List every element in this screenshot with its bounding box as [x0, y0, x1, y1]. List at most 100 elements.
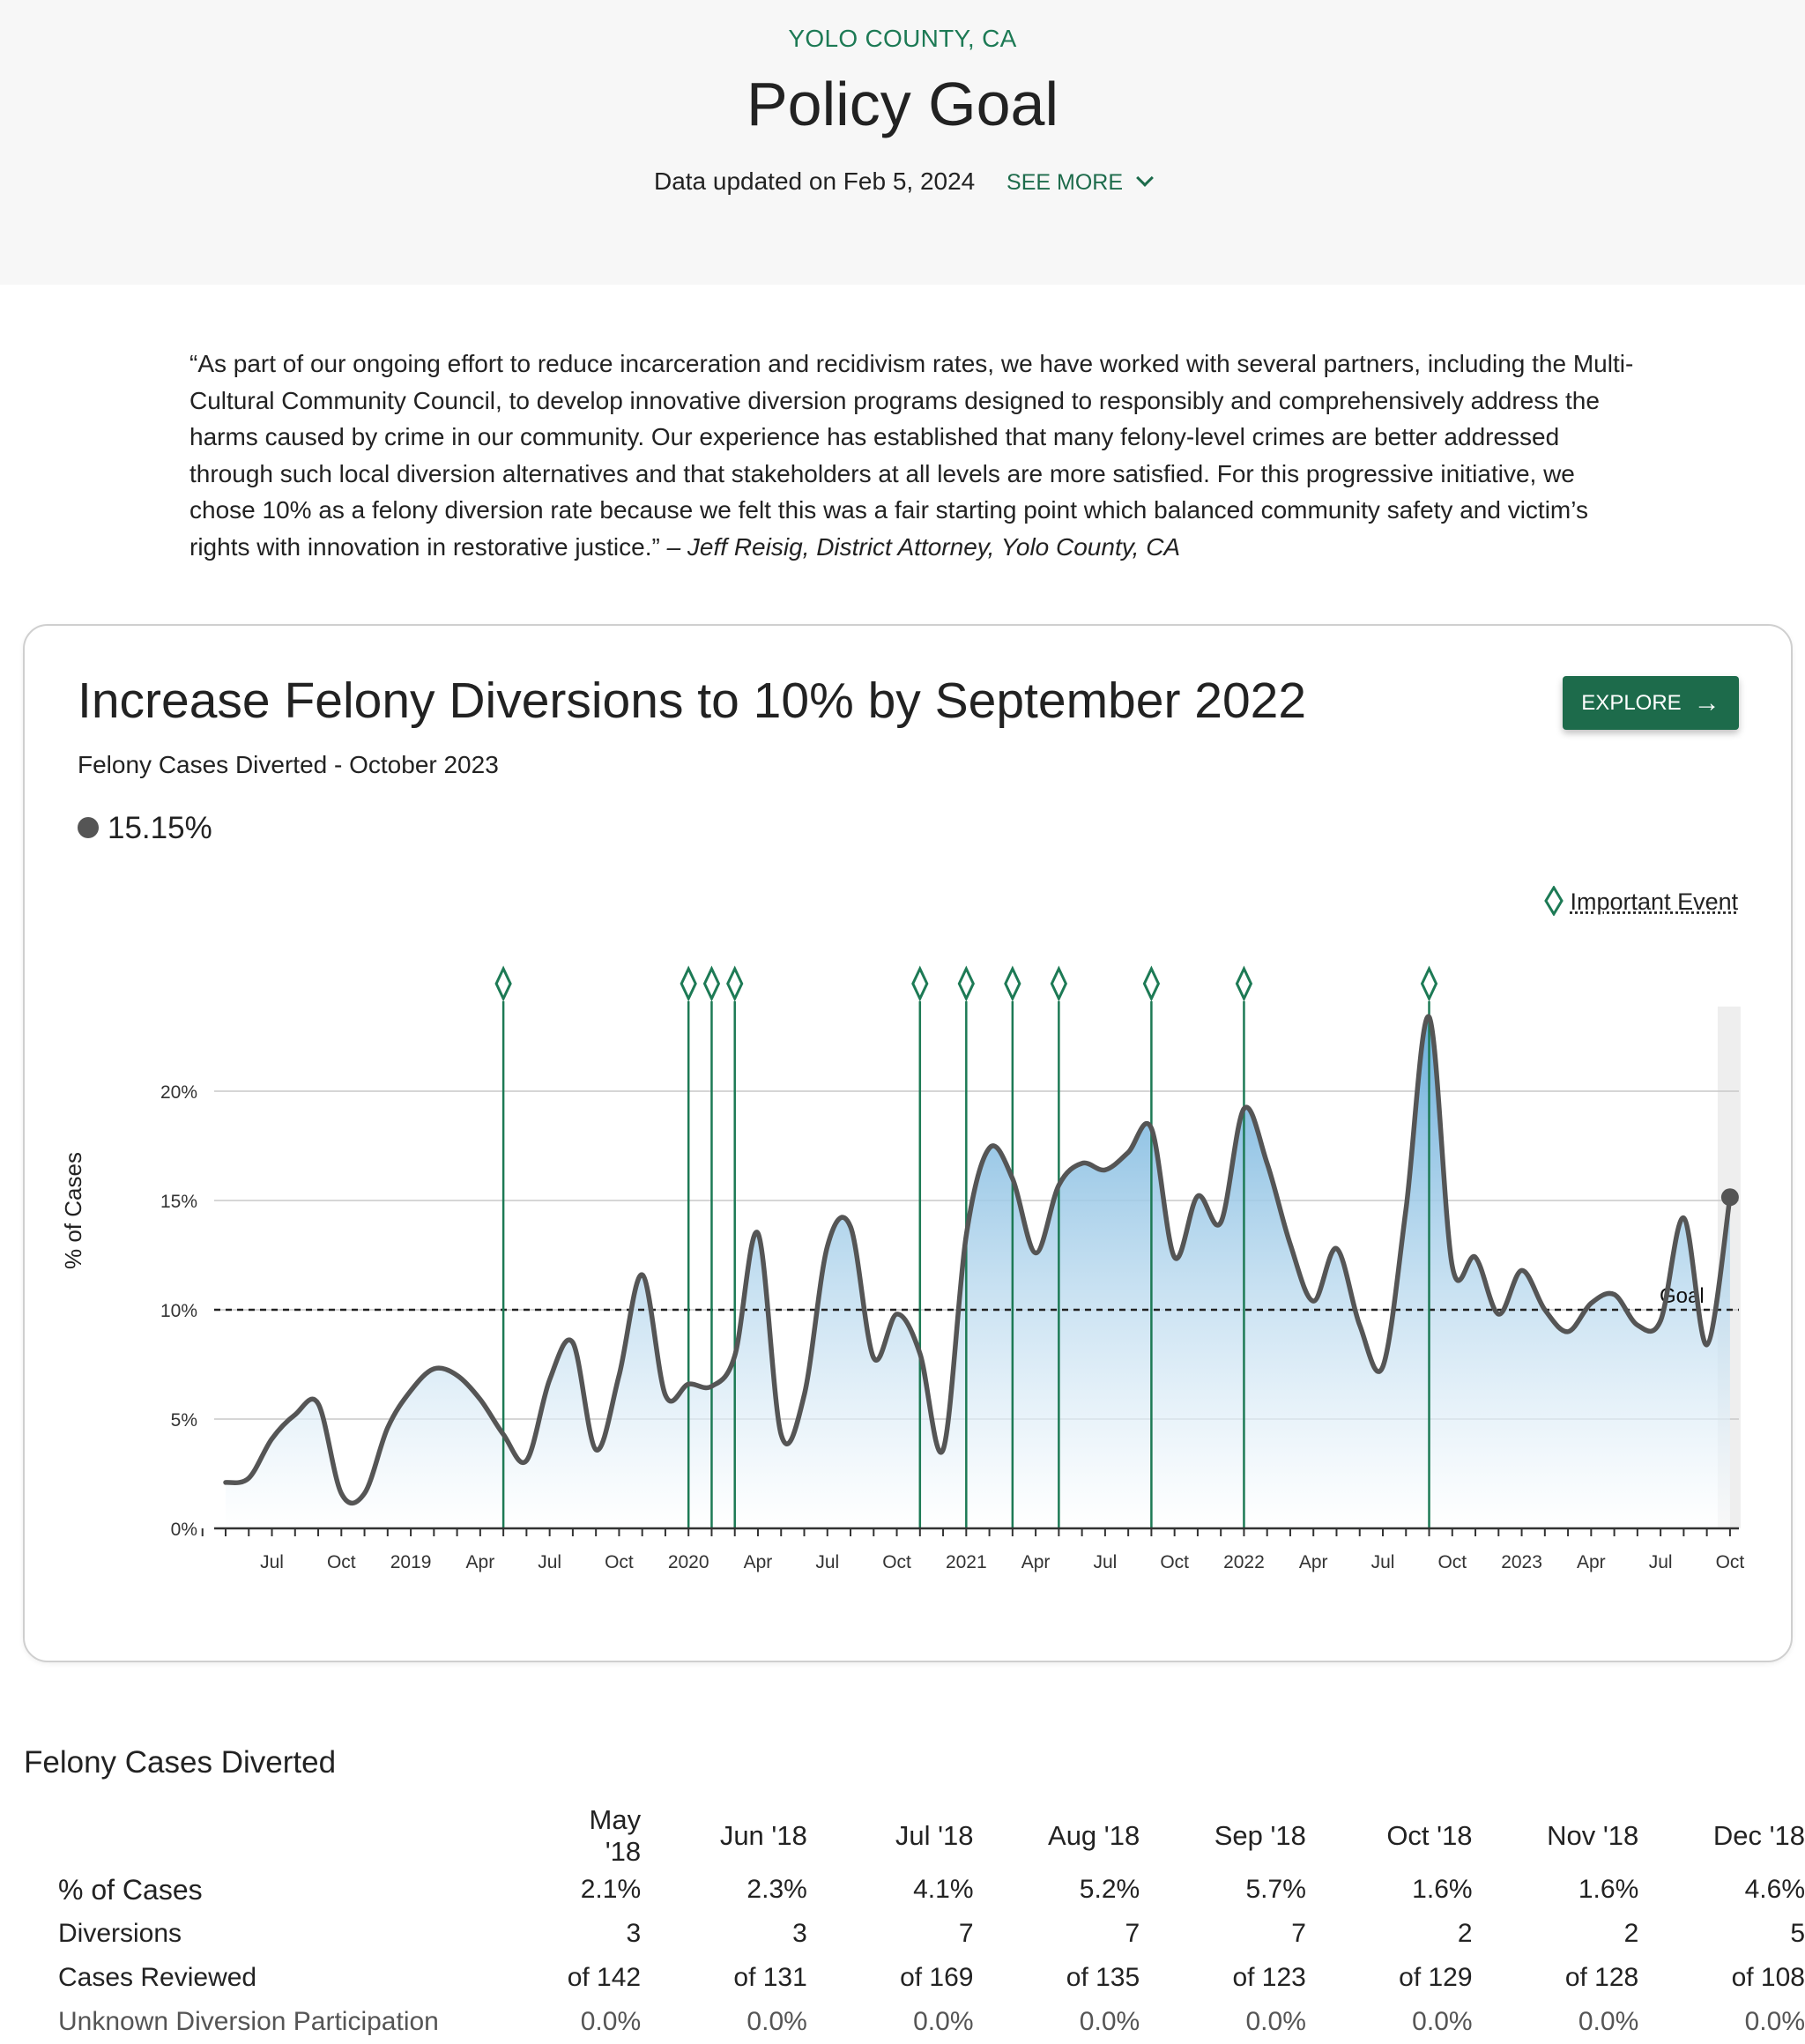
- table-row: Diversions 3 3 7 7 7 2 2 5: [42, 1912, 1805, 1956]
- table-row: Cases Reviewed of 142 of 131 of 169 of 135 of…: [42, 1956, 1805, 2000]
- table-cell: 2.3%: [747, 1875, 807, 1904]
- table-cell: 7: [1291, 1919, 1306, 1948]
- table-cell: 2: [1623, 1919, 1639, 1948]
- x-tick-label: 2023: [1501, 1552, 1542, 1572]
- table-title: Felony Cases Diverted: [24, 1745, 337, 1780]
- event-marker: [680, 965, 697, 1002]
- table-cell: 1.6%: [1578, 1875, 1639, 1904]
- current-value-text: 15.15%: [108, 811, 212, 845]
- column-header: Nov '18: [1547, 1820, 1639, 1851]
- column-header: May '18: [589, 1804, 642, 1867]
- table-cell: 5.7%: [1245, 1875, 1306, 1904]
- table-row: Unknown Diversion Participation 0.0% 0.0% 0…: [42, 2000, 1805, 2044]
- legend-label[interactable]: Important Event: [1570, 888, 1739, 916]
- y-tick-label: 15%: [160, 1192, 197, 1212]
- table-cell: 2.1%: [580, 1875, 642, 1904]
- x-tick-label: Oct: [327, 1552, 356, 1572]
- updated-text: Data updated on Feb 5, 2024: [653, 167, 976, 195]
- current-value: 15.15%: [78, 811, 212, 846]
- x-tick-label: Jul: [815, 1552, 839, 1572]
- table-cell: 5: [1790, 1919, 1805, 1948]
- chart-legend[interactable]: Important Event: [1544, 885, 1739, 918]
- table-cell: 5.2%: [1079, 1875, 1140, 1904]
- policy-quote: “As part of our ongoing effort to reduce…: [189, 346, 1635, 565]
- x-tick-label: Jul: [538, 1552, 561, 1572]
- county-label: YOLO COUNTY, CA: [788, 25, 1017, 52]
- table-cell: 4.1%: [913, 1875, 974, 1904]
- event-marker: [1142, 965, 1161, 1002]
- x-tick-label: Oct: [1437, 1552, 1467, 1572]
- x-tick-label: 2022: [1223, 1552, 1265, 1572]
- x-tick-label: Apr: [466, 1552, 495, 1572]
- explore-button[interactable]: EXPLORE →: [1563, 676, 1739, 730]
- series-dot-icon: [78, 816, 99, 838]
- see-more-label: SEE MORE: [1006, 170, 1124, 195]
- event-marker: [1420, 965, 1438, 1002]
- x-tick-label: Oct: [605, 1552, 634, 1572]
- table-row: % of Cases 2.1% 2.3% 4.1% 5.2% 5.7% 1.6% 1.6% 4.…: [42, 1868, 1805, 1912]
- table-cell: of 169: [900, 1963, 974, 1992]
- column-header: Oct '18: [1386, 1820, 1473, 1851]
- row-label: Cases Reviewed: [58, 1963, 257, 1992]
- row-label: % of Cases: [58, 1873, 203, 1906]
- event-marker: [1235, 965, 1253, 1002]
- y-tick-label: 5%: [171, 1410, 197, 1431]
- x-tick-label: Jul: [1371, 1552, 1395, 1572]
- series-area: [226, 1016, 1730, 1528]
- table-cell: 0.0%: [1744, 2007, 1805, 2036]
- quote-attribution: – Jeff Reisig, District Attorney, Yolo C…: [659, 532, 1181, 561]
- table-cell: of 128: [1564, 1963, 1639, 1992]
- table-cell: 7: [958, 1919, 974, 1948]
- table-cell: of 123: [1232, 1963, 1306, 1992]
- table-cell: 1.6%: [1412, 1875, 1473, 1904]
- table-cell: 0.0%: [913, 2007, 974, 2036]
- x-tick-label: Jul: [1649, 1552, 1673, 1572]
- y-tick-label: 20%: [160, 1082, 197, 1103]
- x-tick-label: Jul: [1093, 1552, 1117, 1572]
- event-marker: [911, 965, 929, 1002]
- latest-point: [1720, 1188, 1739, 1207]
- column-header: Dec '18: [1712, 1820, 1805, 1851]
- header-banner: YOLO COUNTY, CA Policy Goal Data updated…: [0, 0, 1805, 285]
- table-corner: [42, 1804, 551, 1868]
- table-cell: of 142: [567, 1963, 642, 1992]
- table-cell: 0.0%: [1412, 2007, 1473, 2036]
- table-cell: 4.6%: [1744, 1875, 1805, 1904]
- x-tick-label: 2019: [390, 1552, 432, 1572]
- table-cell: 0.0%: [580, 2007, 642, 2036]
- data-updated: Data updated on Feb 5, 2024 SEE MORE: [0, 167, 1805, 196]
- x-tick-label: Apr: [1021, 1552, 1051, 1572]
- column-header: Jun '18: [719, 1820, 807, 1851]
- x-tick-label: Jul: [260, 1552, 284, 1572]
- see-more-button[interactable]: SEE MORE: [1006, 169, 1154, 195]
- x-tick-label: Oct: [1160, 1552, 1189, 1572]
- table-cell: of 108: [1731, 1963, 1805, 1992]
- x-tick-label: Apr: [1577, 1552, 1606, 1572]
- y-tick-label: 0%: [171, 1520, 197, 1540]
- x-tick-label: Apr: [744, 1552, 773, 1572]
- x-tick-label: Apr: [1299, 1552, 1328, 1572]
- column-header: Aug '18: [1048, 1820, 1140, 1851]
- x-tick-label: 2020: [668, 1552, 709, 1572]
- row-label: Unknown Diversion Participation: [58, 2007, 439, 2036]
- goal-subtitle: Felony Cases Diverted - October 2023: [78, 751, 499, 778]
- y-axis-label: % of Cases: [60, 1152, 86, 1269]
- table-cell: 0.0%: [1079, 2007, 1140, 2036]
- diamond-icon: [1544, 885, 1564, 917]
- row-label: Diversions: [58, 1919, 182, 1948]
- table-cell: 3: [792, 1919, 807, 1948]
- column-header: Sep '18: [1214, 1820, 1306, 1851]
- event-marker: [494, 965, 512, 1002]
- series-line: [223, 1014, 1733, 1506]
- event-marker: [702, 965, 721, 1002]
- column-header: Jul '18: [895, 1820, 974, 1851]
- table-cell: of 129: [1399, 1963, 1473, 1992]
- quote-text: “As part of our ongoing effort to reduce…: [189, 350, 1634, 561]
- x-tick-label: Oct: [882, 1552, 911, 1572]
- event-marker: [1050, 965, 1068, 1002]
- x-tick-label: Oct: [1716, 1552, 1745, 1572]
- page-title: Policy Goal: [746, 70, 1059, 138]
- table-cell: of 131: [733, 1963, 807, 1992]
- y-tick-label: 10%: [160, 1301, 197, 1321]
